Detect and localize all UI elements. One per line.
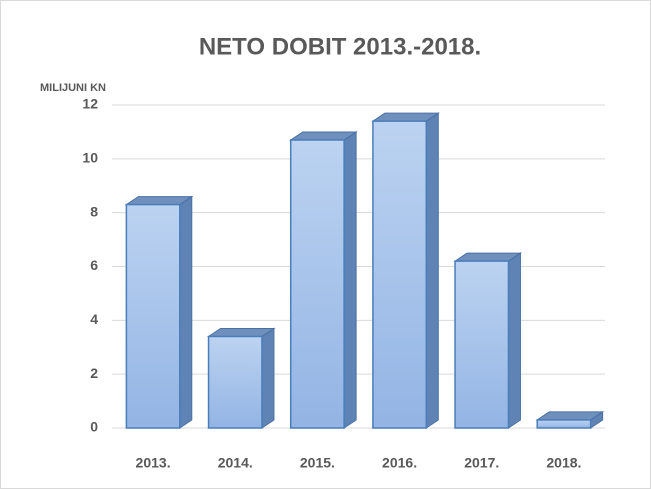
bar-top <box>535 411 605 421</box>
bar-top <box>124 196 194 206</box>
y-tick-label: 2 <box>90 365 98 381</box>
bar-top <box>206 327 276 337</box>
x-tick-label: 2015. <box>300 455 335 471</box>
bar <box>454 260 510 429</box>
y-tick-label: 6 <box>90 257 98 273</box>
bar <box>372 120 428 429</box>
bar-top <box>453 252 523 262</box>
y-tick-label: 4 <box>90 311 98 327</box>
x-tick-label: 2016. <box>382 455 417 471</box>
y-tick-label: 10 <box>82 150 98 166</box>
y-axis-label: MILIJUNI KN <box>40 82 106 94</box>
x-tick-label: 2014. <box>218 455 253 471</box>
y-tick-label: 12 <box>82 96 98 112</box>
y-tick-label: 0 <box>90 419 98 435</box>
x-tick-label: 2017. <box>464 455 499 471</box>
bar <box>289 139 345 429</box>
bar <box>125 203 181 429</box>
x-tick-label: 2018. <box>546 455 581 471</box>
bar <box>207 335 263 429</box>
bar-side <box>261 327 275 429</box>
bar-top <box>289 131 358 141</box>
bar-top <box>371 112 440 122</box>
x-tick-label: 2013. <box>136 455 171 471</box>
y-tick-label: 8 <box>90 203 98 219</box>
chart-title: NETO DOBIT 2013.-2018. <box>199 33 481 60</box>
bar-side <box>425 112 439 429</box>
bar-side <box>507 252 521 429</box>
bar-side <box>179 195 193 429</box>
bar-side <box>343 131 357 429</box>
bar <box>536 419 592 429</box>
